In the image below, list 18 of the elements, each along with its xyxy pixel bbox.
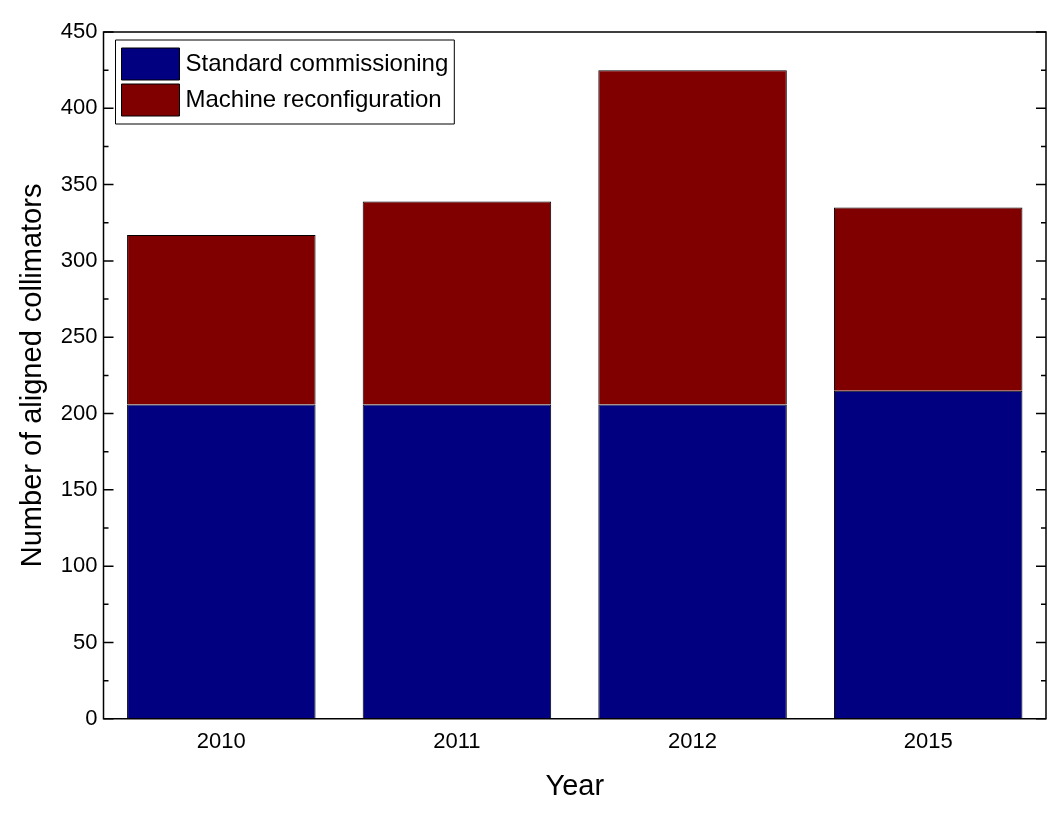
y-tick-label: 350 — [60, 170, 98, 196]
x-tick-label: 2010 — [196, 728, 246, 754]
y-tick-label: 450 — [60, 18, 98, 44]
y-tick-label: 300 — [60, 247, 98, 272]
y-tick-label: 0 — [85, 704, 98, 730]
x-axis-title: Year — [545, 768, 605, 801]
legend-label: Machine reconfiguration — [185, 84, 442, 112]
y-tick-label: 150 — [60, 475, 98, 501]
y-tick-label: 400 — [60, 94, 98, 120]
y-tick-label: 100 — [60, 552, 98, 578]
legend-label: Standard commissioning — [185, 48, 449, 76]
x-tick-label: 2012 — [668, 728, 718, 754]
y-axis-title: Number of aligned collimators — [15, 183, 48, 568]
x-tick-label: 2011 — [433, 728, 481, 754]
y-tick-label: 50 — [73, 628, 98, 654]
y-tick-label: 200 — [60, 399, 98, 425]
y-tick-label: 250 — [60, 323, 98, 349]
x-tick-label: 2015 — [903, 728, 953, 754]
